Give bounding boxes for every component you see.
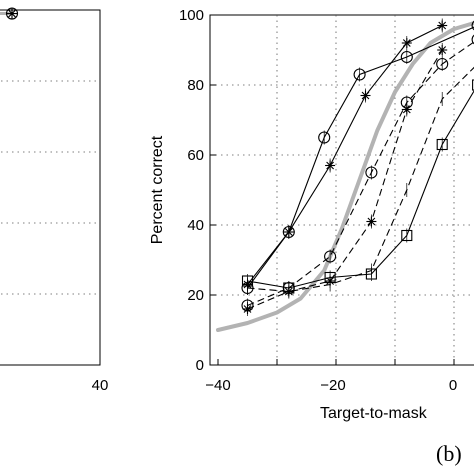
- panel-b-gray-curve: [216, 20, 474, 332]
- panel-b-marker-0-5: [471, 20, 474, 31]
- panel-a-x-tick-label: 40: [92, 377, 109, 394]
- panel-a-gridlines: [0, 80, 100, 295]
- panel-a-marker-0-0: [5, 7, 19, 20]
- panel-b-marker-4-5: [436, 138, 448, 151]
- panel-b-marker-1-5: [437, 20, 448, 31]
- panel-b-marker-1-2: [325, 160, 336, 171]
- y-tick-label-40: 40: [187, 217, 204, 234]
- panel-b-marker-1-1: [283, 227, 294, 237]
- panel-b-marker-2-5: [436, 57, 449, 71]
- panel-b-data: [241, 18, 474, 316]
- panel-b-series-line-1: [247, 25, 443, 285]
- y-tick-label-0: 0: [196, 357, 204, 374]
- panel-a: 40: [0, 7, 109, 394]
- panel-b-marker-1-3: [360, 90, 371, 101]
- y-tick-label-60: 60: [187, 147, 204, 164]
- y-axis-label: Percent correct: [149, 135, 166, 244]
- panel-b-marker-0-4: [400, 50, 413, 64]
- panel-b-marker-2-6: [471, 34, 474, 45]
- panel-b-marker-3-5: [437, 45, 448, 55]
- panel-b-marker-3-0: [242, 304, 253, 314]
- panel-b-marker-2-2: [324, 250, 337, 263]
- panel-b-marker-3-4: [401, 104, 412, 115]
- panel-a-data: [0, 7, 19, 20]
- panel-b-gridlines: [210, 15, 474, 365]
- panel-b-series-line-3: [247, 49, 443, 310]
- y-tick-label-20: 20: [187, 287, 204, 304]
- panel-b-label: (b): [436, 441, 462, 466]
- panel-b-marker-4-6: [472, 79, 474, 91]
- panel-b-marker-1-4: [401, 38, 412, 48]
- y-tick-label-80: 80: [187, 77, 204, 94]
- x-tick-label-minus-40: −40: [205, 377, 230, 394]
- x-axis-label: Target-to-mask: [320, 405, 428, 422]
- panel-a-plot-frame: [0, 9, 101, 366]
- y-tick-label-100: 100: [179, 7, 204, 24]
- panel-b: 0 20 40 60 80 100 −40 −20 0 Percent corr…: [149, 7, 474, 466]
- panel-b-marker-0-2: [318, 131, 331, 144]
- panel-b-series-line-4: [247, 89, 474, 289]
- panel-b-marker-2-3: [365, 166, 378, 179]
- panel-b-plot-frame: [209, 14, 474, 366]
- panel-b-marker-0-3: [353, 68, 366, 81]
- x-tick-label-minus-20: −20: [320, 377, 345, 394]
- x-tick-label-0: 0: [449, 377, 457, 394]
- panel-b-marker-3-3: [366, 216, 377, 227]
- panel-b-gray-curve-line: [216, 20, 474, 332]
- panel-b-series-line-0: [247, 26, 474, 289]
- panel-b-tick-marks: [210, 14, 455, 366]
- panel-b-marker-4-4: [401, 229, 413, 242]
